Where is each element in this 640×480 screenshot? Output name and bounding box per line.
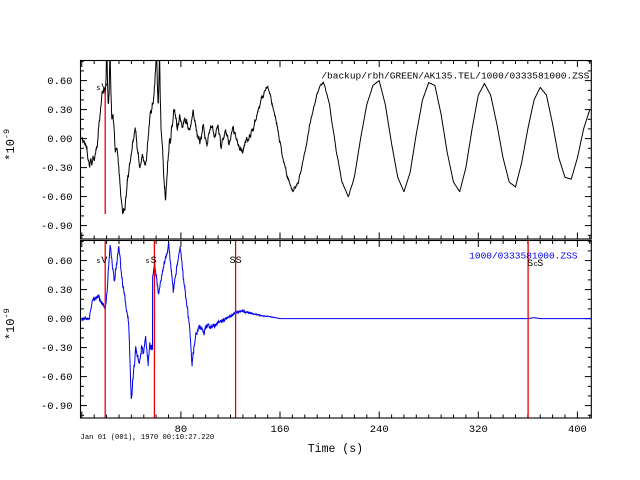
svg-text:-0.30: -0.30: [41, 163, 73, 175]
svg-text:0.60: 0.60: [47, 256, 72, 268]
svg-text:0.00: 0.00: [47, 314, 72, 326]
svg-text:-0.90: -0.90: [41, 221, 73, 233]
svg-text:0.30: 0.30: [47, 105, 72, 117]
svg-text:-0.60: -0.60: [41, 372, 73, 384]
svg-text:0.30: 0.30: [47, 285, 72, 297]
svg-text:160: 160: [271, 424, 290, 436]
svg-text:/backup/rbh/GREEN/AK135.TEL/10: /backup/rbh/GREEN/AK135.TEL/1000/0333581…: [321, 70, 589, 81]
svg-text:0.00: 0.00: [47, 134, 72, 146]
svg-text:400: 400: [568, 424, 587, 436]
svg-text:240: 240: [370, 424, 389, 436]
svg-text:S: S: [537, 259, 543, 270]
svg-text:Time (s): Time (s): [308, 443, 363, 456]
svg-text:-0.90: -0.90: [41, 401, 73, 413]
svg-text:s: s: [145, 258, 149, 266]
svg-text:0.60: 0.60: [47, 76, 72, 88]
svg-text:V: V: [101, 83, 107, 94]
svg-text:Jan 01 (001), 1970 00:10:27.22: Jan 01 (001), 1970 00:10:27.220: [81, 434, 215, 442]
svg-text:-0.30: -0.30: [41, 343, 73, 355]
svg-text:1000/0333581000.ZSS: 1000/0333581000.ZSS: [469, 251, 578, 262]
svg-text:320: 320: [469, 424, 488, 436]
svg-text:SS: SS: [230, 256, 242, 267]
svg-text:-0.60: -0.60: [41, 192, 73, 204]
svg-text:V: V: [101, 256, 107, 267]
svg-text:s: s: [96, 85, 100, 93]
svg-text:S: S: [151, 256, 157, 267]
svg-text:S: S: [527, 259, 533, 270]
svg-text:s: s: [96, 258, 100, 266]
